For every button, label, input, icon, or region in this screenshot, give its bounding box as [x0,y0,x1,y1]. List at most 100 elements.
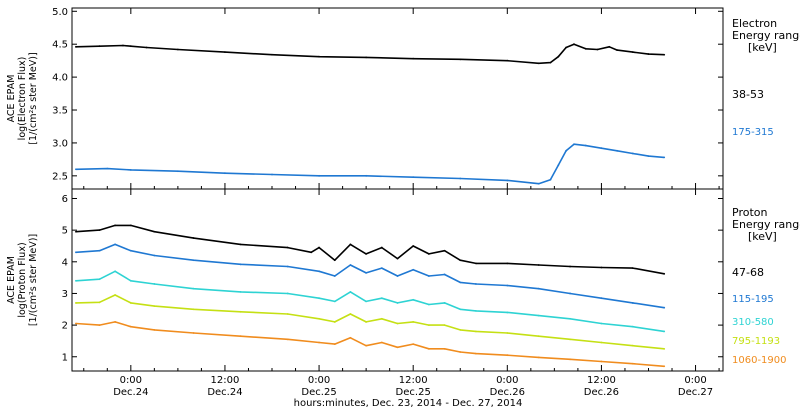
proton-series-point-4 [333,343,336,345]
proton-series-point-4 [286,338,289,341]
proton-series-point-3 [153,305,156,308]
proton-y-tick-label: 6 [62,194,68,205]
proton-series-point-2 [98,278,101,281]
proton-panel: 1 2 3 4 5 6 ACE EPAM log(Proton Flux) [1/(cm²s … [6,188,800,372]
proton-series-point-4 [396,346,399,349]
electron-series-point-0 [663,53,666,56]
proton-series-point-1 [600,297,603,300]
proton-series-point-1 [114,243,117,246]
electron-x-ticks [83,8,720,189]
proton-legend-entry: 795-1193 [732,336,780,347]
electron-series-point-1 [537,182,540,185]
proton-series-point-3 [506,332,509,334]
proton-series-point-3 [349,313,352,315]
electron-legend-title-line: Energy ranges [732,29,800,42]
electron-series-point-0 [412,57,415,60]
x-tick-label-time: 12:00 [211,375,240,386]
proton-series-point-4 [600,360,603,363]
proton-series-point-2 [318,297,320,300]
proton-series-point-4 [318,341,320,344]
proton-y-tick-label: 5 [62,226,68,237]
electron-series-point-0 [75,45,77,48]
proton-y-tick-label: 3 [62,289,68,300]
proton-series-line-2 [75,270,665,333]
proton-series [75,224,666,368]
proton-series-point-3 [396,322,399,325]
electron-y-tick-label: 2.5 [52,171,68,182]
proton-series-point-3 [459,328,462,331]
proton-series-point-1 [318,270,320,273]
proton-legend-entry: 1060-1900 [732,355,787,366]
proton-series-point-1 [475,283,477,285]
electron-series-point-1 [616,149,619,152]
proton-series-point-1 [537,287,540,290]
proton-series-point-0 [600,266,603,269]
proton-series-point-4 [475,352,477,355]
proton-series-point-0 [286,246,289,249]
proton-series-point-4 [365,344,368,347]
x-tick-label-day: Dec.25 [301,387,336,398]
proton-series-point-1 [412,268,415,271]
proton-y-tick-label: 2 [62,321,68,332]
electron-series-line-1 [75,143,665,185]
electron-series-point-0 [573,43,575,46]
proton-y-axis: 1 2 3 4 5 6 [62,194,723,363]
proton-series-point-2 [192,287,195,290]
electron-series-point-0 [631,51,634,53]
x-tick-label-time: 0:00 [496,375,518,386]
proton-series-point-0 [631,267,634,270]
proton-series-point-1 [663,306,666,309]
proton-series-point-0 [427,252,430,255]
proton-series-point-2 [443,302,446,304]
proton-series-point-2 [114,270,117,273]
electron-series-point-1 [176,170,179,173]
proton-legend-title-line: Energy ranges [732,218,800,231]
proton-series-point-0 [153,230,156,233]
proton-series-point-1 [569,292,571,295]
proton-series-point-1 [129,249,132,252]
proton-series-point-1 [443,273,446,276]
electron-series-point-0 [365,56,368,59]
proton-series-point-0 [192,237,195,239]
proton-series-point-3 [600,341,603,344]
proton-series-point-0 [412,245,415,247]
proton-series-point-4 [459,351,462,353]
proton-legend-title-line: Proton [732,206,767,219]
proton-series-point-3 [129,302,132,304]
x-axis-title: hours:minutes, Dec. 23, 2014 - Dec. 27, … [294,398,523,409]
proton-series-point-3 [114,294,117,296]
electron-series-point-0 [271,53,273,56]
proton-series-point-2 [569,317,571,320]
proton-series-point-3 [427,324,430,327]
electron-y-label-line: [1/(cm²s ster MeV)] [28,52,39,144]
proton-y-label-line: ACE EPAM [6,256,17,304]
electron-y-tick-label: 5.0 [52,7,68,18]
proton-series-point-3 [475,330,477,333]
proton-x-ticks [83,189,720,371]
proton-legend-entry: 115-195 [732,294,774,305]
x-tick-label-time: 0:00 [684,375,706,386]
electron-y-label-line: ACE EPAM [6,75,17,123]
proton-series-point-1 [333,275,336,277]
proton-legend-entry: 47-68 [732,266,764,279]
x-tick-label-time: 12:00 [399,375,428,386]
electron-series-point-1 [318,174,320,177]
proton-legend-title-line: [keV] [748,230,777,243]
proton-series-point-2 [349,290,352,293]
electron-series-point-0 [318,55,320,58]
proton-series-point-0 [443,249,446,252]
proton-y-label-line: [1/(cm²s ster MeV)] [28,234,39,326]
proton-series-point-1 [459,281,462,284]
proton-series-point-4 [380,341,383,344]
proton-series-point-0 [98,229,101,232]
proton-y-axis-label: ACE EPAM log(Proton Flux) [1/(cm²s ster Me… [6,234,39,326]
proton-series-point-4 [631,362,634,365]
x-tick-labels: 0:00Dec.2412:00Dec.240:00Dec.2512:00Dec.… [113,375,713,398]
proton-series-point-4 [427,347,430,350]
electron-series-point-1 [584,144,587,147]
proton-series-point-2 [396,302,399,304]
electron-series-point-0 [98,45,101,48]
proton-series-point-3 [443,324,446,327]
proton-series-point-4 [537,356,540,359]
proton-series-point-0 [396,257,399,260]
